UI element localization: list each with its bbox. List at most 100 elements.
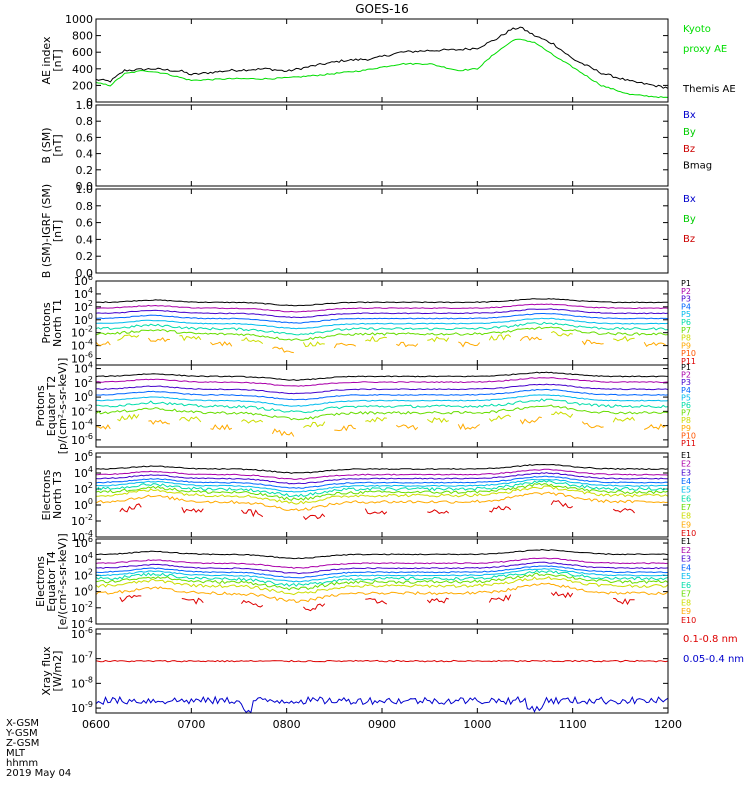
legend-entry: P1 (681, 279, 691, 288)
legend-entry: By (683, 127, 696, 138)
x-tick-label: 0600 (82, 718, 110, 731)
y-tick-label: 600 (72, 46, 93, 59)
panel-frame (95, 452, 669, 538)
footer-row: Y-GSM (5, 728, 38, 739)
panel-db: 0.0 0.2 0.4 0.6 0.8 1.0 B (SM)-IGRF (SM)[nT] Bx… (40, 183, 696, 280)
legend-entry: P3 (681, 295, 691, 304)
y-tick-label: 10-7 (71, 651, 93, 666)
y-tick-label: 1.0 (76, 183, 94, 196)
legend-entry: P8 (681, 334, 691, 343)
y-tick-label: 0.8 (76, 200, 94, 213)
panel-frame (95, 538, 669, 625)
legend-entry: P5 (681, 393, 691, 402)
y-tick-label: 0.6 (76, 217, 94, 230)
y-tick-label: 200 (72, 79, 93, 92)
y-tick-label: 10-6 (71, 432, 93, 447)
legend-entry: P7 (681, 409, 691, 418)
legend-entry: Kyoto (683, 24, 711, 35)
y-tick-label: 0 (86, 96, 93, 109)
series-group (96, 463, 668, 521)
panel-b: 0.0 0.2 0.4 0.6 0.8 1.0 B (SM)[nT] Bx By Bz Bmag (40, 99, 712, 193)
legend-entry: E5 (681, 572, 691, 581)
footer-row: X-GSM (6, 718, 39, 729)
series-line (96, 404, 668, 421)
series-line (96, 480, 668, 498)
series-line (119, 591, 635, 612)
series-line (96, 482, 668, 501)
series-line (117, 331, 635, 348)
legend-entry: 0.05-0.4 nm (683, 654, 744, 665)
series-line (96, 576, 668, 596)
legend-entry: Bx (683, 110, 696, 121)
series-line (96, 568, 668, 583)
y-axis-label: North T1 (51, 299, 64, 347)
legend-entry: Bz (683, 144, 695, 155)
legend-entry: E7 (681, 503, 691, 512)
y-tick-label: 0.2 (76, 250, 94, 263)
y-tick-label: 106 (74, 535, 93, 550)
legend-entry: E10 (681, 529, 696, 538)
y-tick-label: 100 (74, 389, 93, 404)
series-line (96, 582, 668, 604)
panel-frame (95, 104, 669, 187)
series-group (96, 371, 668, 437)
legend-entry: E3 (681, 555, 691, 564)
y-tick-label: 104 (74, 465, 93, 480)
legend-entry: E1 (681, 537, 691, 546)
series-line (96, 298, 668, 307)
x-tick-label: 0900 (368, 718, 396, 731)
series-line (96, 569, 668, 587)
y-tick-label: 100 (74, 497, 93, 512)
legend-entry: P5 (681, 310, 691, 319)
series-line (96, 478, 668, 493)
date-label: 2019 May 04 (6, 768, 71, 779)
legend-entry: E8 (681, 598, 691, 607)
series-line (96, 326, 668, 341)
series-line (96, 472, 668, 485)
y-tick-label: 800 (72, 30, 93, 43)
x-tick-label: 1100 (559, 718, 587, 731)
legend-entry: E6 (681, 494, 691, 503)
y-tick-label: 102 (74, 375, 93, 390)
footer-row: hhmm (6, 758, 38, 769)
legend-entry: Bmag (683, 161, 712, 172)
panel-frame (95, 188, 669, 274)
series-line (96, 313, 668, 324)
series-line (96, 38, 668, 99)
series-line (96, 468, 668, 480)
panel-ae: 0 200 400 600 800 1000 AE index[nT] Kyoto proxy … (40, 13, 736, 109)
legend-entry: P7 (681, 326, 691, 335)
y-axis-label: North T3 (51, 471, 64, 519)
y-tick-label: 400 (72, 63, 93, 76)
legend-entry: P8 (681, 416, 691, 425)
panel-frame (95, 364, 669, 448)
y-tick-label: 10-2 (71, 513, 93, 528)
y-axis-label: [p/(cm²-s-sr-keV)] (56, 358, 69, 455)
legend-entry: Bz (683, 234, 695, 245)
chart-title: GOES-16 (355, 2, 409, 16)
series-line (96, 394, 668, 407)
series-group (96, 659, 668, 713)
y-axis-label: B (SM)-IGRF (SM) (40, 184, 53, 278)
y-tick-label: 10-4 (71, 418, 93, 433)
series-line (119, 500, 635, 521)
legend-entry: E9 (681, 520, 691, 529)
y-tick-label: 104 (74, 361, 93, 376)
y-tick-label: 0.8 (76, 115, 94, 128)
y-tick-label: 102 (74, 481, 93, 496)
y-tick-label: 0.4 (76, 233, 94, 246)
y-axis-label: Electrons (40, 469, 53, 520)
legend-entry: P6 (681, 401, 691, 410)
y-tick-label: 10-8 (71, 675, 93, 690)
y-tick-label: 1000 (65, 13, 93, 26)
y-tick-label: 0.0 (76, 267, 94, 280)
y-tick-label: 106 (74, 449, 93, 464)
legend-entry: P4 (681, 302, 691, 311)
y-axis-label: B (SM) (40, 127, 53, 163)
series-line (96, 548, 668, 560)
y-axis-label: [e/(cm²-s-sr-keV)] (56, 533, 69, 629)
legend-entry: E5 (681, 486, 691, 495)
legend-entry: By (683, 214, 696, 225)
